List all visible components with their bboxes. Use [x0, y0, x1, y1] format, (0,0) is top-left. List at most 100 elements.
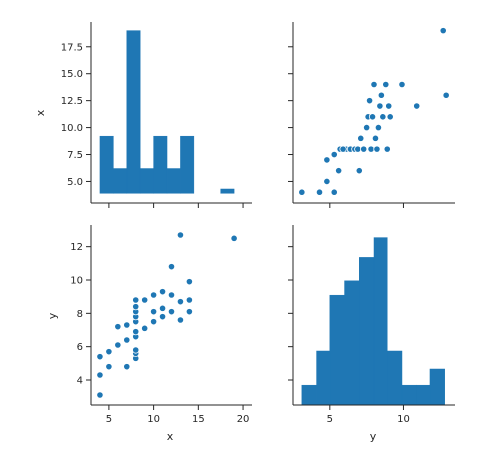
y-vs-x-point [96, 371, 104, 379]
x-vs-y-point [376, 102, 384, 110]
y-vs-x-point [158, 304, 167, 312]
panel-x-histogram: 5.0 7.5 10.0 12.5 15.0 17.5 [61, 22, 252, 208]
panel-y-histogram: 5 10 [288, 225, 455, 425]
x-hist-ytick-label: 17.5 [61, 42, 83, 53]
y-vs-x-xtick-label: 10 [147, 414, 160, 425]
x-vs-y-point [377, 91, 385, 99]
x-hist-bar [180, 135, 195, 194]
x-hist-bar [139, 168, 154, 194]
y-vs-x-xtick-label: 15 [192, 414, 205, 425]
x-hist-bar [166, 168, 181, 194]
x-vs-y-point [323, 156, 331, 164]
x-vs-y-point [360, 145, 368, 153]
x-vs-y-point [330, 188, 338, 196]
y-vs-x-point [96, 391, 104, 399]
x-vs-y-point [398, 80, 406, 89]
y-vs-x-point [123, 321, 131, 329]
x-hist-bar [220, 188, 235, 194]
y-vs-x-point [176, 231, 185, 239]
y-vs-x-xtick-label: 20 [237, 414, 250, 425]
y-vs-x-point [150, 318, 158, 326]
x-vs-y-point [368, 113, 377, 121]
y-vs-x-point [141, 296, 149, 304]
y-vs-x-point [132, 303, 140, 311]
y-vs-x-point [105, 348, 113, 356]
y-hist-xtick-label: 5 [327, 414, 333, 425]
x-vs-y-point [374, 123, 383, 132]
y-vs-x-point [132, 328, 140, 336]
y-vs-x-point [141, 324, 149, 332]
x-vs-y-point [355, 167, 363, 175]
x-vs-y-point [379, 113, 387, 121]
y-hist-bar [344, 280, 360, 406]
y-hist-bar [416, 384, 431, 406]
y-hist-bar [329, 294, 345, 406]
y-vs-x-point [114, 341, 122, 349]
y-vs-x-point [185, 308, 193, 316]
y-vs-x-ytick-label: 6 [77, 342, 83, 353]
x-vs-y-point [298, 188, 306, 196]
y-axis-label-left: y [46, 312, 59, 319]
y-vs-x-point [185, 296, 193, 304]
y-vs-x-point [167, 263, 176, 271]
x-vs-y-point [370, 80, 378, 89]
y-vs-x-point [167, 291, 176, 299]
x-hist-ytick-label: 12.5 [61, 96, 83, 107]
y-vs-x-point [96, 353, 104, 361]
x-vs-y-point [371, 134, 380, 142]
x-vs-y-point [330, 150, 338, 159]
y-vs-x-point [158, 313, 167, 321]
x-vs-y-point [367, 145, 375, 153]
y-hist-xtick-label: 10 [397, 414, 410, 425]
x-hist-ytick-label: 10.0 [61, 123, 83, 134]
x-hist-ytick-label: 5.0 [67, 177, 83, 188]
y-vs-x-point [150, 308, 158, 316]
x-hist-bar [113, 168, 128, 194]
y-vs-x-point [123, 363, 131, 371]
x-axis-label-left: x [34, 109, 47, 116]
x-vs-y-point [335, 167, 343, 175]
y-vs-x-point [230, 234, 238, 242]
y-vs-x-point [185, 278, 193, 286]
y-hist-bar [316, 350, 331, 406]
x-vs-y-point [383, 145, 391, 153]
x-hist-ytick-label: 7.5 [67, 150, 83, 161]
x-axis-label: x [167, 430, 174, 443]
x-vs-y-point [315, 188, 324, 196]
x-vs-y-point [357, 134, 365, 142]
y-vs-x-point [150, 291, 158, 299]
x-vs-y-point [363, 123, 371, 132]
y-vs-x-point [105, 363, 113, 371]
y-vs-x-ytick-label: 4 [77, 376, 83, 387]
x-hist-ytick-label: 15.0 [61, 69, 83, 80]
y-axis-label-bottom: y [370, 430, 377, 443]
y-vs-x-point [167, 308, 176, 316]
x-vs-y-point [439, 27, 447, 35]
y-hist-bar [429, 368, 445, 406]
y-vs-x-point [176, 316, 185, 324]
x-hist-bar [153, 135, 168, 194]
y-vs-x-point [123, 336, 131, 344]
y-vs-x-point [176, 298, 185, 306]
y-vs-x-point [132, 346, 140, 354]
y-vs-x-point [114, 323, 122, 331]
x-vs-y-point [442, 91, 450, 99]
panel-y-vs-x-scatter: 4 6 8 10 12 5 10 15 20 [70, 225, 252, 425]
y-vs-x-ytick-label: 10 [70, 276, 83, 287]
y-vs-x-point [158, 288, 167, 296]
y-hist-bar [387, 350, 403, 406]
y-hist-bar [373, 237, 388, 406]
x-hist-bar [99, 135, 114, 194]
x-vs-y-point [323, 177, 331, 186]
y-hist-bar [359, 257, 375, 406]
y-hist-bar [401, 384, 417, 406]
y-vs-x-ytick-label: 12 [70, 242, 83, 253]
y-vs-x-xtick-label: 5 [106, 414, 112, 425]
x-vs-y-point [385, 102, 393, 110]
x-vs-y-point [354, 145, 362, 153]
y-vs-x-point [132, 296, 140, 304]
x-hist-bar [126, 30, 141, 194]
x-vs-y-point [382, 80, 390, 89]
panel-x-vs-y-scatter [288, 22, 455, 208]
